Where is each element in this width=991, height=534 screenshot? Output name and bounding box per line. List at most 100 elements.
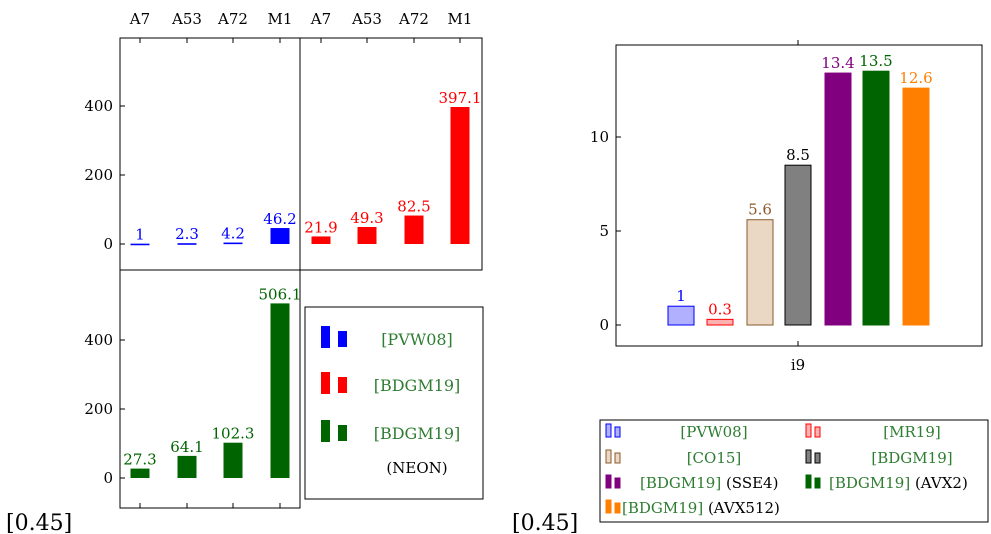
legend-left-swatch-a-2 [321,420,330,442]
i9-bar-4 [824,72,852,326]
blue-value-label-3: 46.2 [263,210,296,228]
legend-right-swatch-a-5 [805,474,812,489]
red-value-label-1: 49.3 [350,209,383,227]
i9-bar-5 [862,70,890,326]
green-y-tick-label-0: 0 [103,469,113,487]
legend-right-label-ref-4: [BDGM19] [640,474,721,492]
legend-left-label-0: [PVW08] [381,330,453,349]
red-value-label-3: 397.1 [439,89,482,107]
legend-right-frame [599,419,989,523]
legend-right-swatch-b-4 [614,477,621,489]
green-value-label-3: 506.1 [259,285,302,303]
legend-left-swatch-a-0 [321,326,330,348]
blue-value-label-1: 2.3 [175,225,199,243]
green-y-tick-label-1: 200 [84,400,113,418]
legend-right-swatch-a-0 [605,423,612,438]
i9-category-label: i9 [791,356,805,374]
legend-right-label-suffix-5: (AVX2) [910,474,968,492]
legend-right-label-ref-2: [CO15] [687,449,742,467]
i9-value-label-5: 13.5 [859,52,892,70]
panel-red-frame [299,37,483,271]
legend-left-swatch-b-2 [338,425,347,441]
legend-right-swatch-b-3 [814,452,821,464]
caption-left: [0.45] [6,511,72,534]
blue-value-label-0: 1 [135,226,145,244]
legend-right-label-3: [BDGM19] [871,449,952,467]
legend-right-swatch-a-6 [605,499,612,514]
i9-value-label-4: 13.4 [821,54,854,72]
legend-right-label-suffix-4: (SSE4) [721,474,778,492]
red-bar-3 [450,107,470,244]
legend-right-swatch-b-2 [614,452,621,464]
legend-right-label-ref-1: [MR19] [883,423,940,441]
legend-left-swatch-a-1 [321,372,330,394]
legend-left-swatch-b-0 [338,331,347,347]
blue-bar-2 [223,242,243,245]
legend-right-label-ref-0: [PVW08] [680,423,747,441]
i9-y-tick-label-0: 0 [599,316,609,334]
legend-right-label-ref-5: [BDGM19] [829,474,910,492]
i9-bar-0 [667,305,695,326]
legend-right-swatch-a-3 [805,449,812,464]
red-value-label-2: 82.5 [397,198,430,216]
panel-i9-frame [615,44,983,347]
legend-right-swatch-b-6 [614,502,621,514]
i9-bar-2 [746,219,774,326]
legend-right-label-0: [PVW08] [680,423,747,441]
legend-right-label-ref-6: [BDGM19] [622,499,703,517]
legend-left-swatch-b-1 [338,377,347,393]
green-bar-2 [223,442,243,478]
legend-right-swatch-b-5 [814,477,821,489]
red-category-label-2: A72 [398,10,429,28]
legend-right-label-5: [BDGM19] (AVX2) [829,474,968,492]
blue-y-tick-label-2: 400 [84,97,113,115]
legend-left-label-1: [BDGM19] [374,376,461,395]
blue-category-label-3: M1 [268,10,293,28]
blue-bar-0 [130,243,150,246]
legend-right-swatch-a-1 [805,423,812,438]
legend-right-label-ref-3: [BDGM19] [871,449,952,467]
red-category-label-3: M1 [448,10,473,28]
legend-left-sub-2: (NEON) [386,459,447,477]
green-y-tick-label-2: 400 [84,331,113,349]
blue-y-tick-label-0: 0 [103,235,113,253]
i9-y-tick-label-2: 10 [590,128,609,146]
green-bar-0 [130,468,150,478]
red-value-label-0: 21.9 [304,218,337,236]
i9-value-label-0: 1 [676,287,686,305]
legend-left-label-2: [BDGM19] [374,424,461,443]
green-bar-1 [177,455,197,478]
i9-value-label-1: 0.3 [708,300,732,318]
legend-right-swatch-a-2 [605,449,612,464]
green-value-label-2: 102.3 [212,425,255,443]
blue-category-label-0: A7 [129,10,150,28]
green-value-label-1: 64.1 [170,438,203,456]
red-bar-0 [311,236,331,244]
legend-right-swatch-a-4 [605,474,612,489]
green-bar-3 [270,303,290,478]
red-bar-2 [404,215,424,244]
blue-y-tick-label-1: 200 [84,166,113,184]
blue-value-label-2: 4.2 [221,225,245,243]
i9-y-tick-label-1: 5 [599,222,609,240]
i9-value-label-3: 8.5 [786,146,810,164]
blue-category-label-2: A72 [217,10,248,28]
i9-bar-1 [706,318,734,326]
red-bar-1 [357,226,377,244]
i9-value-label-2: 5.6 [748,201,772,219]
legend-right-swatch-b-1 [814,426,821,438]
legend-right-swatch-b-0 [614,426,621,438]
blue-bar-1 [177,243,197,245]
legend-right-label-2: [CO15] [687,449,742,467]
caption-right: [0.45] [512,511,578,534]
legend-left-frame [304,306,484,500]
i9-bar-6 [902,87,930,326]
green-value-label-0: 27.3 [123,451,156,469]
panel-green-frame [119,269,301,509]
blue-bar-3 [270,228,290,244]
red-category-label-0: A7 [310,10,331,28]
legend-right-label-1: [MR19] [883,423,940,441]
red-category-label-1: A53 [351,10,382,28]
blue-category-label-1: A53 [171,10,202,28]
